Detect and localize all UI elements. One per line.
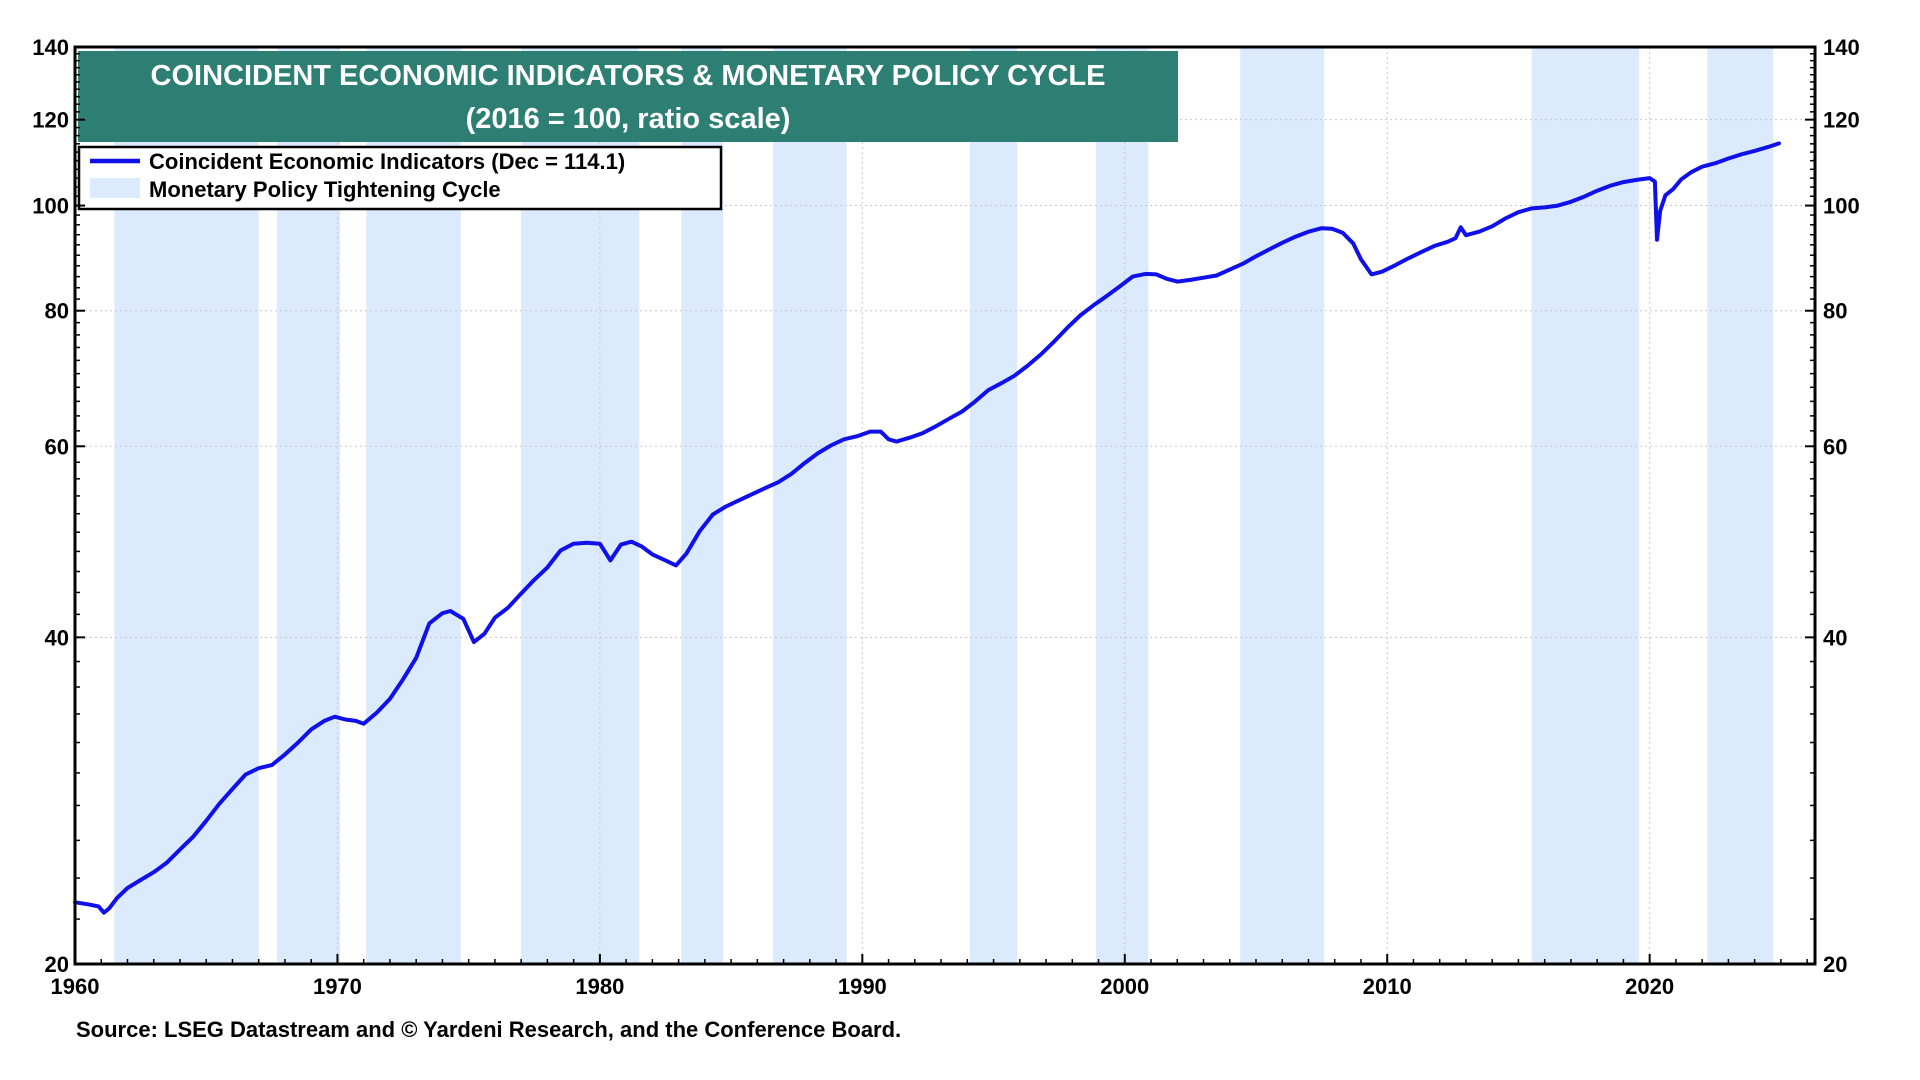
chart-title-box: COINCIDENT ECONOMIC INDICATORS & MONETAR… (78, 51, 1178, 142)
chart-title: COINCIDENT ECONOMIC INDICATORS & MONETAR… (151, 60, 1106, 92)
y-tick-label-right: 60 (1823, 434, 1847, 459)
legend-line-label: Coincident Economic Indicators (Dec = 11… (149, 149, 625, 174)
x-tick-label: 1980 (575, 974, 624, 999)
y-tick-label-right: 140 (1823, 35, 1860, 60)
x-tick-label: 2010 (1363, 974, 1412, 999)
y-tick-label-left: 80 (45, 299, 69, 324)
x-tick-label: 1990 (838, 974, 887, 999)
y-tick-label-left: 40 (45, 625, 69, 650)
title-background (78, 51, 1178, 142)
series-line (73, 141, 1781, 915)
x-tick-label: 1970 (313, 974, 362, 999)
x-tick-label: 2000 (1100, 974, 1149, 999)
tightening-band (969, 47, 1018, 964)
legend: Coincident Economic Indicators (Dec = 11… (77, 145, 723, 211)
tightening-band (1240, 47, 1325, 964)
y-tick-label-left: 20 (45, 952, 69, 977)
y-tick-label-left: 60 (45, 434, 69, 459)
legend-band-swatch (90, 178, 140, 198)
y-tick-label-left: 140 (32, 35, 69, 60)
y-tick-label-right: 100 (1823, 194, 1860, 219)
y-tick-label-right: 40 (1823, 625, 1847, 650)
tightening-band (1095, 47, 1149, 964)
source-note: Source: LSEG Datastream and © Yardeni Re… (76, 1017, 901, 1042)
tightening-band (1707, 47, 1774, 964)
chart-subtitle: (2016 = 100, ratio scale) (466, 103, 791, 135)
plot-frame (73, 45, 1817, 966)
x-tick-label: 1960 (51, 974, 100, 999)
tightening-band (1531, 47, 1640, 964)
y-tick-label-right: 20 (1823, 952, 1847, 977)
y-tick-label-right: 120 (1823, 108, 1860, 133)
y-tick-label-left: 120 (32, 108, 69, 133)
legend-band-label: Monetary Policy Tightening Cycle (149, 177, 501, 202)
series-layer (73, 141, 1781, 915)
tightening-band (773, 47, 847, 964)
y-tick-label-left: 100 (32, 194, 69, 219)
y-tick-label-right: 80 (1823, 299, 1847, 324)
x-tick-label: 2020 (1625, 974, 1674, 999)
